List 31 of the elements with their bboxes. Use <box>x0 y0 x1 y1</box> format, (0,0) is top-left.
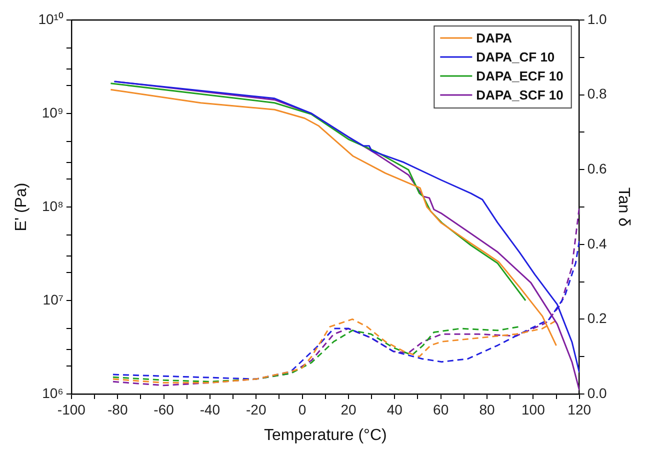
line-series <box>112 326 520 382</box>
y-axis-title: E' (Pa) <box>13 182 30 232</box>
y2-tick-label: 0.0 <box>587 384 608 401</box>
legend-label: DAPA <box>476 30 513 46</box>
y2-tick-label: 0.6 <box>587 160 608 176</box>
legend-label: DAPA_ECF 10 <box>476 68 564 84</box>
y2-tick-label: 0.8 <box>587 86 608 102</box>
legend-label: DAPA_CF 10 <box>476 50 555 65</box>
x-tick-label: 40 <box>386 401 403 418</box>
x-tick-label: 0 <box>298 401 306 418</box>
x-tick-label: -60 <box>154 401 174 418</box>
y-tick-label: 10¹⁰ <box>38 10 64 27</box>
y-tick-label: 10⁷ <box>42 291 64 308</box>
y2-tick-label: 0.2 <box>587 310 608 326</box>
x-tick-label: 20 <box>340 401 356 418</box>
legend-label: DAPA_SCF 10 <box>476 88 564 103</box>
x-tick-label: -20 <box>246 401 266 418</box>
x-tick-label: 100 <box>521 401 546 418</box>
y2-tick-label: 1.0 <box>587 10 608 27</box>
x-tick-label: 80 <box>479 401 495 418</box>
x-tick-label: -80 <box>107 401 128 418</box>
y-tick-label: 10⁶ <box>42 384 64 401</box>
y-tick-label: 10⁸ <box>42 198 64 214</box>
y2-tick-label: 0.4 <box>587 235 608 252</box>
x-tick-label: 60 <box>433 401 449 418</box>
x-axis-title: Temperature (°C) <box>264 426 387 444</box>
y2-axis-title: Tan δ <box>614 187 632 227</box>
x-tick-label: -40 <box>200 401 220 418</box>
x-tick-label: -100 <box>57 401 86 418</box>
x-tick-label: 120 <box>568 401 592 418</box>
y-tick-label: 10⁹ <box>42 104 64 120</box>
